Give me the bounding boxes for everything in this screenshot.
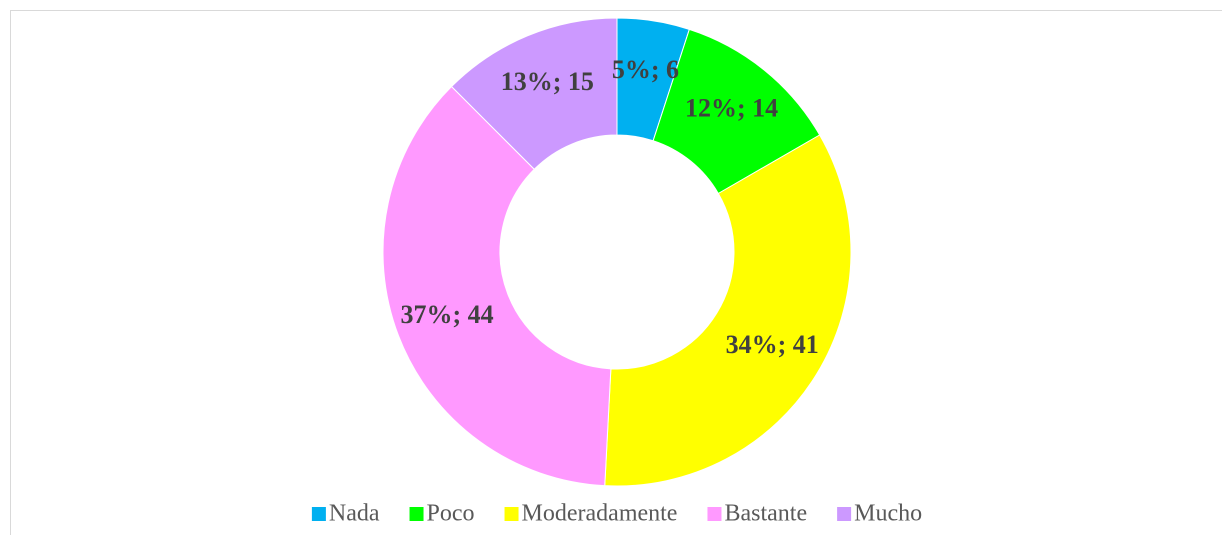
donut-slice bbox=[604, 134, 852, 487]
legend-label: Bastante bbox=[724, 501, 807, 527]
data-label: 37%; 44 bbox=[401, 300, 494, 329]
legend-swatch bbox=[707, 507, 722, 521]
data-label: 34%; 41 bbox=[726, 330, 819, 359]
legend-label: Nada bbox=[329, 501, 380, 527]
legend-label: Mucho bbox=[854, 501, 922, 527]
data-label: 5%; 6 bbox=[612, 55, 679, 84]
data-label: 12%; 14 bbox=[685, 94, 778, 123]
donut-slice bbox=[450, 17, 618, 170]
data-label: 13%; 15 bbox=[501, 67, 594, 96]
legend-swatch bbox=[409, 507, 424, 521]
legend-swatch bbox=[504, 507, 519, 521]
donut-slice bbox=[382, 85, 612, 487]
legend-swatch bbox=[311, 507, 326, 521]
legend-swatch bbox=[837, 507, 852, 521]
legend-label: Moderadamente bbox=[522, 501, 678, 527]
legend-label: Poco bbox=[427, 501, 475, 527]
